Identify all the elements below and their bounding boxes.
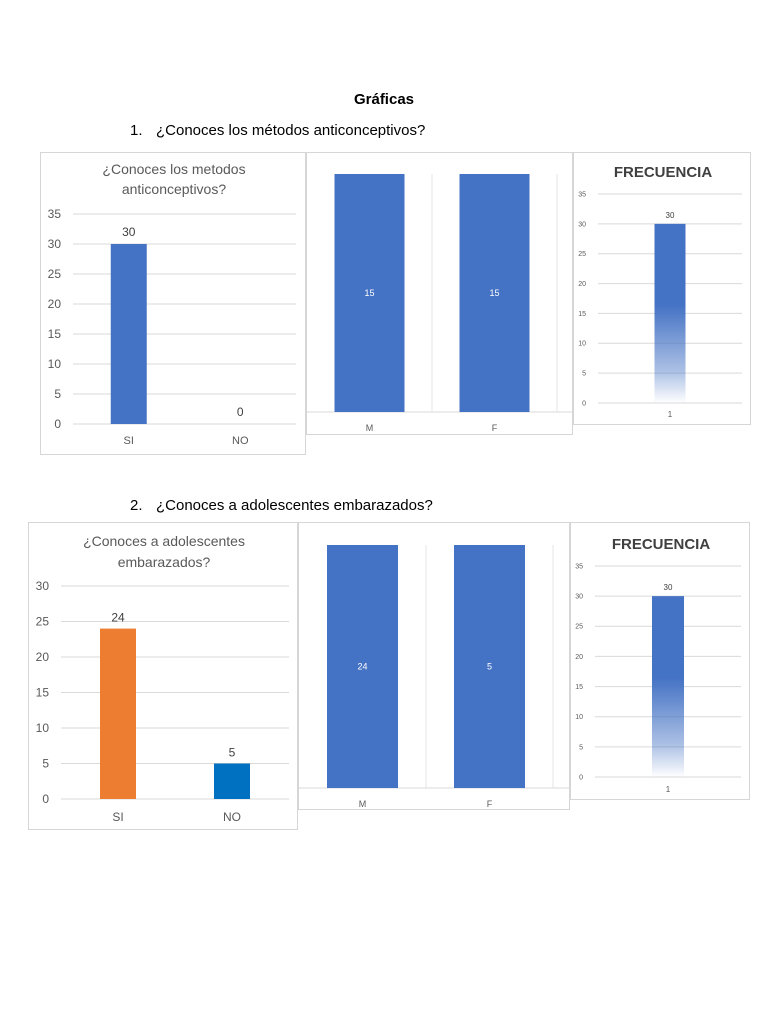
- bar-f: [454, 545, 525, 788]
- y-tick-label-5: 5: [582, 371, 586, 378]
- chart-title-line-2: anticonceptivos?: [122, 181, 227, 197]
- y-tick-label-0: 0: [42, 792, 49, 806]
- x-category-label-no: NO: [232, 435, 249, 447]
- question-1-text: ¿Conoces los métodos anticonceptivos?: [156, 122, 426, 139]
- question-1-heading: 1. ¿Conoces los métodos anticonceptivos?: [130, 122, 425, 139]
- chart-title-line-1: FRECUENCIA: [614, 164, 713, 181]
- chart-q1-answers: ¿Conoces los metodos anticonceptivos? 0 5 10…: [40, 152, 306, 455]
- data-label-si: 24: [111, 611, 125, 625]
- y-tick-label-35: 35: [48, 207, 62, 221]
- y-tick-label-20: 20: [578, 281, 586, 288]
- y-tick-label-10: 10: [575, 714, 583, 721]
- y-tick-label-15: 15: [575, 684, 583, 691]
- chart-title-line-2: embarazados?: [118, 554, 211, 570]
- x-category-label-f: F: [487, 799, 493, 809]
- x-category-label-f: F: [492, 423, 498, 433]
- bar-f: [459, 174, 530, 412]
- y-tick-label-35: 35: [575, 563, 583, 570]
- y-tick-label-15: 15: [36, 686, 50, 700]
- chart-q1-frecuencia: FRECUENCIA 0 5 10 15 20 25 30 35 30 1: [573, 152, 751, 425]
- y-tick-label-30: 30: [578, 221, 586, 228]
- x-category-label-si: SI: [112, 810, 123, 824]
- data-label-f: 15: [489, 288, 499, 298]
- y-tick-label-0: 0: [579, 774, 583, 781]
- data-label-si: 30: [122, 225, 136, 239]
- y-tick-label-10: 10: [36, 721, 50, 735]
- y-tick-label-25: 25: [36, 615, 50, 629]
- bar-1: [654, 223, 686, 403]
- chart-title-line-1: ¿Conoces los metodos: [102, 161, 245, 177]
- y-tick-label-25: 25: [48, 267, 62, 281]
- data-label-1: 30: [666, 211, 675, 220]
- bar-m: [327, 545, 398, 788]
- x-category-label-1: 1: [666, 785, 671, 794]
- question-2-number: 2.: [130, 497, 143, 514]
- y-tick-label-15: 15: [48, 327, 62, 341]
- x-category-label-si: SI: [124, 435, 134, 447]
- chart-q2-answers: ¿Conoces a adolescentes embarazados? 0 5 10 1…: [28, 522, 298, 830]
- question-2-heading: 2. ¿Conoces a adolescentes embarazados?: [130, 497, 433, 514]
- y-tick-label-5: 5: [54, 387, 61, 401]
- chart-q2-frecuencia-svg: FRECUENCIA 0 5 10 15 20 25 30 35 30 1: [575, 536, 741, 794]
- x-category-label-m: M: [366, 423, 374, 433]
- y-tick-label-20: 20: [36, 650, 50, 664]
- bar-si: [110, 244, 147, 424]
- data-label-no: 5: [229, 746, 236, 760]
- data-label-m: 15: [364, 288, 374, 298]
- question-2-text: ¿Conoces a adolescentes embarazados?: [156, 497, 433, 514]
- chart-q1-gender: 15 M 15 F: [306, 152, 574, 435]
- y-tick-label-5: 5: [579, 744, 583, 751]
- y-tick-label-5: 5: [42, 757, 49, 771]
- question-1-number: 1.: [130, 122, 143, 139]
- data-label-f: 5: [487, 662, 492, 672]
- chart-q1-answers-svg: ¿Conoces los metodos anticonceptivos? 0 5 10…: [48, 161, 296, 447]
- y-tick-label-20: 20: [575, 654, 583, 661]
- y-tick-label-15: 15: [578, 311, 586, 318]
- chart-q1-frecuencia-svg: FRECUENCIA 0 5 10 15 20 25 30 35 30 1: [578, 164, 742, 419]
- x-category-label-1: 1: [668, 410, 673, 419]
- chart-title-line-1: ¿Conoces a adolescentes: [83, 533, 245, 549]
- y-tick-label-30: 30: [36, 579, 50, 593]
- y-tick-label-0: 0: [582, 400, 586, 407]
- chart-q1-gender-svg: 15 M 15 F: [307, 174, 574, 433]
- y-tick-label-20: 20: [48, 297, 62, 311]
- x-category-label-no: NO: [223, 810, 241, 824]
- chart-q2-gender-svg: 24 M 5 F: [299, 545, 571, 809]
- data-label-m: 24: [357, 662, 367, 672]
- chart-q2-gender: 24 M 5 F: [298, 522, 571, 810]
- chart-q2-answers-svg: ¿Conoces a adolescentes embarazados? 0 5 10 1…: [36, 533, 289, 824]
- chart-q2-frecuencia: FRECUENCIA 0 5 10 15 20 25 30 35 30 1: [570, 522, 750, 800]
- x-category-label-m: M: [359, 799, 367, 809]
- y-tick-label-10: 10: [48, 357, 62, 371]
- page-title: Gráficas: [353, 91, 415, 108]
- y-tick-label-25: 25: [575, 624, 583, 631]
- bar-m: [334, 174, 405, 412]
- y-tick-label-30: 30: [48, 237, 62, 251]
- data-label-no: 0: [237, 405, 244, 419]
- data-label-1: 30: [664, 583, 673, 592]
- y-tick-label-25: 25: [578, 251, 586, 258]
- chart-title-line-1: FRECUENCIA: [612, 536, 711, 553]
- y-tick-label-10: 10: [578, 341, 586, 348]
- y-tick-label-30: 30: [575, 594, 583, 601]
- bar-si: [100, 628, 136, 799]
- y-tick-label-0: 0: [54, 417, 61, 431]
- y-tick-label-35: 35: [578, 191, 586, 198]
- bar-1: [652, 596, 684, 777]
- bar-no: [214, 763, 250, 799]
